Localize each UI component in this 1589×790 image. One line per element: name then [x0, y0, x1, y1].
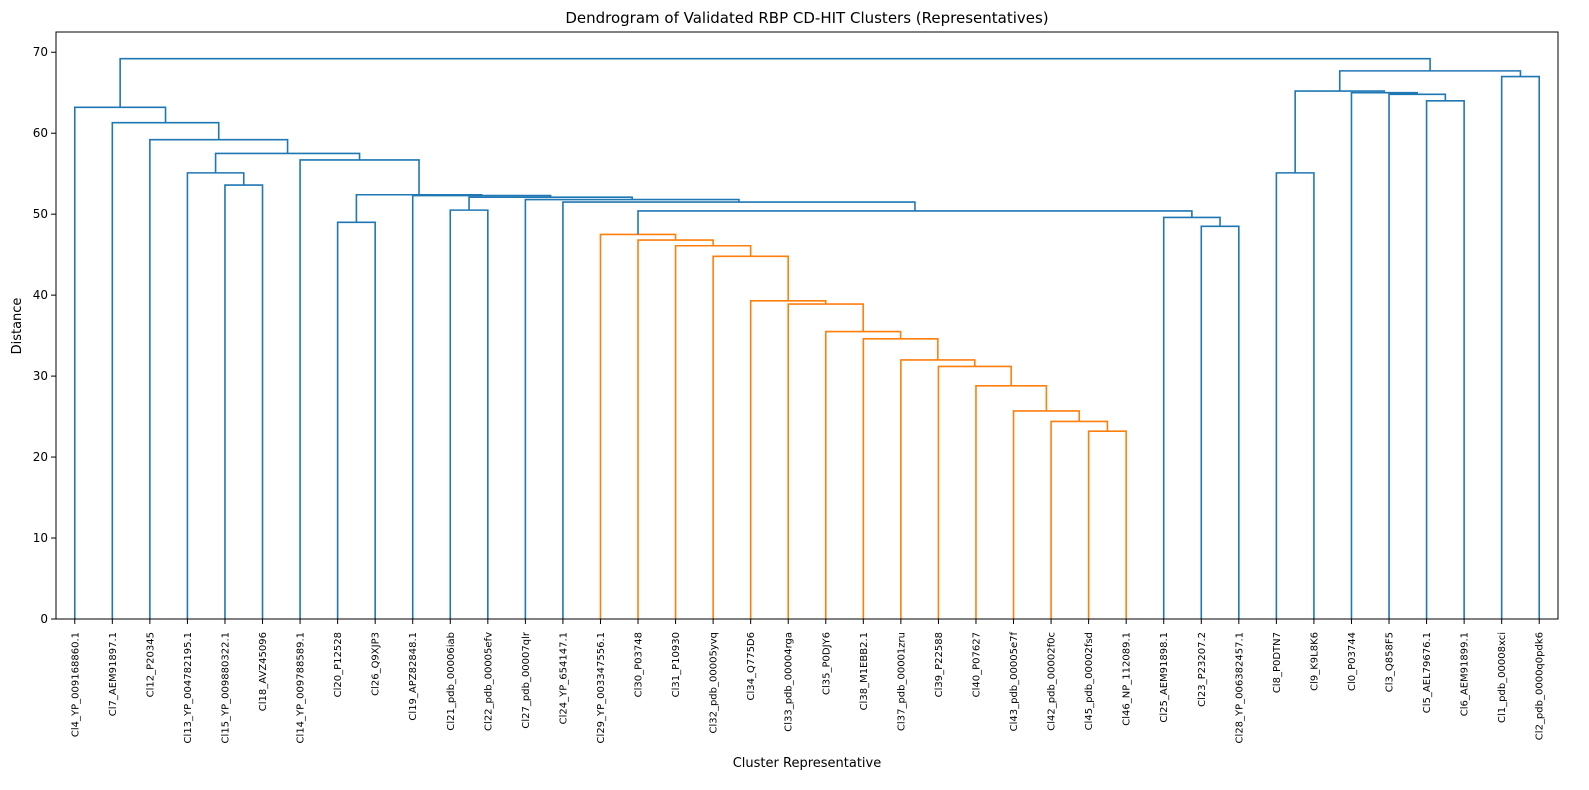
leaf-label: Cl8_P0DTN7	[1272, 632, 1283, 693]
leaf-label: Cl15_YP_009880322.1	[220, 632, 231, 743]
leaf-label: Cl31_P10930	[671, 632, 682, 697]
leaf-label: Cl27_pdb_00007qlr	[521, 631, 532, 728]
link-9	[1050, 420, 1109, 619]
link-37	[111, 121, 220, 619]
leaf-label: Cl46_NP_112089.1	[1122, 632, 1133, 726]
leaf-label: Cl14_YP_009788589.1	[296, 632, 307, 743]
leaf-label: Cl4_YP_009168860.1	[70, 632, 81, 737]
leaf-label: Cl1_pdb_00008xci	[1497, 632, 1508, 723]
y-tick-label: 70	[33, 45, 48, 59]
link-8	[1087, 430, 1127, 619]
plot-area	[73, 57, 1541, 619]
link-1	[1425, 100, 1465, 619]
link-23	[1162, 216, 1221, 619]
link-38	[73, 106, 167, 619]
leaf-label: Cl18_AVZ45096	[258, 632, 269, 711]
y-axis-ticks: 0 10 20 30 40 50 60 70	[33, 45, 56, 626]
leaf-label: Cl32_pdb_00005yvq	[709, 632, 720, 734]
leaf-label: Cl0_P03744	[1347, 632, 1358, 691]
link-27	[449, 209, 489, 619]
link-35	[214, 152, 361, 173]
y-tick-label: 60	[33, 126, 48, 140]
leaf-label: Cl24_YP_654147.1	[558, 632, 569, 724]
leaf-label: Cl25_AEM91898.1	[1159, 632, 1170, 723]
link-3	[1350, 91, 1418, 619]
x-axis-ticks: Cl4_YP_009168860.1 Cl7_AEM91897.1 Cl12_P20…	[70, 619, 1546, 743]
link-25	[562, 201, 916, 619]
link-4	[1275, 172, 1315, 619]
leaf-label: Cl43_pdb_00005e7f	[1009, 632, 1020, 732]
leaf-label: Cl35_P0DJY6	[821, 632, 832, 695]
link-22	[1200, 225, 1240, 619]
y-tick-label: 20	[33, 450, 48, 464]
y-tick-label: 0	[40, 612, 48, 626]
y-tick-label: 50	[33, 207, 48, 221]
leaf-label: Cl26_Q9XJP3	[371, 632, 382, 696]
leaf-label: Cl2_pdb_0000q0pdk6	[1535, 632, 1546, 740]
leaf-label: Cl22_pdb_00005efv	[483, 632, 494, 731]
leaf-label: Cl12_P20345	[145, 632, 156, 697]
link-30	[336, 221, 376, 619]
link-29	[411, 194, 552, 619]
link-10	[1012, 410, 1081, 619]
link-33	[224, 184, 264, 619]
leaf-label: Cl30_P03748	[634, 632, 645, 697]
leaf-label: Cl9_K9L8K6	[1309, 632, 1320, 691]
axes-frame	[55, 31, 1559, 620]
y-tick-label: 40	[33, 288, 48, 302]
leaf-label: Cl19_APZ82848.1	[408, 632, 419, 721]
link-2	[1388, 93, 1447, 619]
leaf-label: Cl38_M1EBB2.1	[859, 632, 870, 710]
link-31	[355, 193, 483, 223]
link-7	[1338, 70, 1522, 92]
link-21	[599, 233, 677, 619]
link-28	[468, 196, 633, 211]
leaf-label: Cl39_P22588	[934, 632, 945, 697]
leaf-label: Cl42_pdb_00002f0c	[1047, 632, 1058, 731]
leaf-label: Cl6_AEM91899.1	[1460, 632, 1471, 716]
y-tick-label: 10	[33, 531, 48, 545]
leaf-label: Cl37_pdb_00001zru	[896, 632, 907, 731]
leaf-label: Cl29_YP_003347556.1	[596, 632, 607, 743]
leaf-label: Cl21_pdb_00006iab	[446, 632, 457, 731]
link-32	[299, 159, 420, 619]
link-24	[637, 210, 1193, 235]
link-36	[149, 138, 289, 619]
leaf-label: Cl33_pdb_00004rga	[784, 632, 795, 732]
y-axis-label: Distance	[10, 298, 25, 355]
link-11	[975, 385, 1048, 619]
leaf-label: Cl45_pdb_00002fsd	[1084, 632, 1095, 730]
link-39	[119, 57, 1431, 108]
leaf-label: Cl40_P07627	[971, 632, 982, 697]
leaf-label: Cl3_Q858F5	[1385, 632, 1396, 692]
link-5	[1294, 90, 1386, 173]
x-axis-label: Cluster Representative	[733, 756, 882, 771]
leaf-label: Cl28_YP_006382457.1	[1234, 632, 1245, 743]
chart-title: Dendrogram of Validated RBP CD-HIT Clust…	[565, 9, 1048, 27]
link-26	[524, 198, 740, 619]
link-17	[749, 300, 827, 619]
leaf-label: Cl34_Q775D6	[746, 632, 757, 701]
link-12	[937, 365, 1012, 619]
leaf-label: Cl23_P23207.2	[1197, 632, 1208, 707]
leaf-label: Cl13_YP_004782195.1	[183, 632, 194, 743]
link-19	[674, 244, 752, 619]
leaf-label: Cl20_P12528	[333, 632, 344, 697]
leaf-label: Cl7_AEM91897.1	[108, 632, 119, 716]
link-34	[186, 172, 245, 619]
y-tick-label: 30	[33, 369, 48, 383]
link-6	[1500, 75, 1541, 619]
leaf-label: Cl5_AEL79676.1	[1422, 632, 1433, 713]
